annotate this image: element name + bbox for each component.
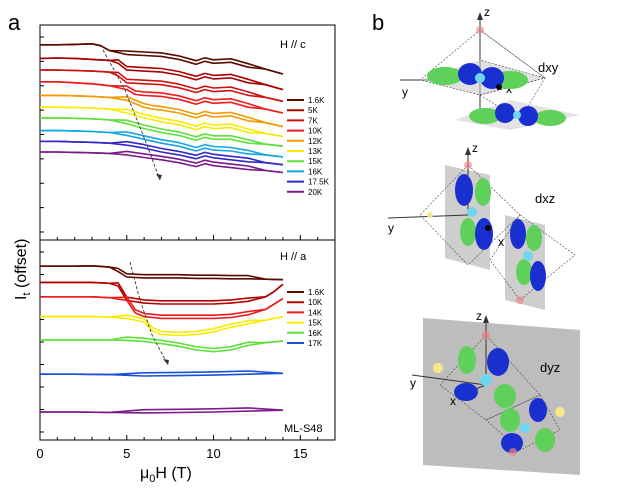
orbital-dyz: z y x dyz bbox=[410, 309, 580, 475]
dxy-z-label: z bbox=[484, 5, 490, 19]
legend-label-top-0: 1.6K bbox=[308, 96, 325, 105]
orbital-dxy: z y x dxy bbox=[400, 5, 580, 130]
sample-label: ML-S48 bbox=[284, 423, 323, 435]
dxz-x-label: x bbox=[498, 235, 504, 249]
plot-top-arrowhead bbox=[156, 174, 162, 180]
legend-label-top-1: 5K bbox=[308, 106, 318, 115]
dxz-y-label: y bbox=[388, 221, 394, 235]
series-line-sweep-top-8 bbox=[40, 140, 283, 166]
series-line-sweep-top-7 bbox=[40, 129, 283, 158]
series-line-sweep-top-1 bbox=[39, 57, 284, 91]
dxz-z-label: z bbox=[472, 141, 478, 155]
series-line-sweep-bottom-3 bbox=[40, 314, 284, 334]
x-tick-label-3: 15 bbox=[293, 446, 307, 461]
orbital-dxz: z y x dxz bbox=[387, 141, 576, 310]
series-line-sweep-top-0 bbox=[40, 43, 284, 75]
series-line-sweep-top-2 bbox=[40, 69, 284, 103]
series-line-sweep-bottom-2 bbox=[40, 296, 284, 316]
series-line-sweep-top-4 bbox=[40, 94, 284, 128]
dxz-label: dxz bbox=[535, 191, 555, 206]
legend-label-top-8: 17.5K bbox=[308, 178, 330, 187]
series-line-sweep-bottom-0 bbox=[40, 265, 283, 281]
dyz-label: dyz bbox=[540, 360, 560, 375]
legend-label-bottom-1: 10K bbox=[308, 298, 323, 307]
dyz-core bbox=[480, 374, 492, 386]
y-axis-label: It (offset) bbox=[13, 239, 33, 300]
series-line-bottom-0 bbox=[40, 265, 283, 281]
legend-label-top-6: 15K bbox=[308, 157, 323, 166]
legend-label-top-4: 12K bbox=[308, 137, 323, 146]
x-axis-label: μ0H (T) bbox=[140, 465, 192, 485]
series-line-sweep-top-3 bbox=[40, 81, 284, 114]
legend-label-top-9: 20K bbox=[308, 188, 323, 197]
dyz-lobe-green bbox=[458, 346, 476, 374]
legend-label-bottom-2: 14K bbox=[308, 308, 323, 317]
legend-label-bottom-0: 1.6K bbox=[308, 288, 325, 297]
dxz-lobe-blue bbox=[455, 174, 473, 206]
dyz-y-axis bbox=[411, 374, 487, 386]
x-tick-label-1: 5 bbox=[123, 446, 130, 461]
series-line-sweep-top-5 bbox=[40, 106, 284, 138]
series-line-bottom-3 bbox=[40, 315, 284, 337]
dyz-y-label: y bbox=[410, 376, 416, 390]
dyz-lobe-blue bbox=[487, 348, 509, 376]
series-line-sweep-bottom-6 bbox=[40, 407, 283, 414]
plot-top-annotation: H // c bbox=[280, 39, 306, 51]
plot-top-frame bbox=[39, 24, 336, 241]
series-line-sweep-bottom-5 bbox=[40, 370, 283, 376]
dxz-core bbox=[467, 207, 477, 217]
plot-top-curves bbox=[39, 43, 284, 174]
plot-bottom-curves bbox=[40, 265, 284, 414]
x-tick-label-2: 10 bbox=[206, 446, 220, 461]
panel-label-a: a bbox=[8, 10, 21, 35]
legend-label-top-7: 16K bbox=[308, 167, 323, 176]
panel-label-b: b bbox=[372, 10, 384, 35]
dxy-core bbox=[475, 73, 485, 83]
dxy-label: dxy bbox=[538, 60, 559, 75]
dxz-lobe-green bbox=[475, 178, 491, 206]
dxy-lobe-green bbox=[427, 67, 463, 85]
legend-label-top-2: 7K bbox=[308, 116, 318, 125]
legend-label-top-3: 10K bbox=[308, 127, 323, 136]
series-line-sweep-bottom-4 bbox=[40, 336, 283, 350]
series-line-sweep-top-6 bbox=[40, 117, 283, 147]
x-tick-label-0: 0 bbox=[36, 446, 43, 461]
plot-bottom-trend-arrow bbox=[129, 261, 169, 366]
plot-bottom-annotation: H // a bbox=[280, 251, 307, 263]
legend-label-bottom-4: 16K bbox=[308, 329, 323, 338]
dyz-z-label: z bbox=[476, 309, 482, 323]
dxy-x-label: x bbox=[506, 82, 512, 96]
series-line-sweep-bottom-1 bbox=[40, 281, 284, 302]
dxy-y-label: y bbox=[402, 85, 408, 99]
series-line-bottom-4 bbox=[40, 339, 283, 353]
plot-bottom-arrowhead bbox=[163, 359, 169, 365]
x-tick-labels: 0 5 10 15 bbox=[36, 446, 307, 461]
legend-label-top-5: 13K bbox=[308, 147, 323, 156]
dyz-x-label: x bbox=[450, 394, 456, 408]
legend-label-bottom-5: 17K bbox=[308, 339, 323, 348]
plot-bottom-ticks bbox=[39, 251, 336, 440]
series-line-sweep-top-9 bbox=[40, 150, 283, 174]
legend-label-bottom-3: 15K bbox=[308, 319, 323, 328]
plot-top-trend-arrow bbox=[102, 49, 161, 181]
